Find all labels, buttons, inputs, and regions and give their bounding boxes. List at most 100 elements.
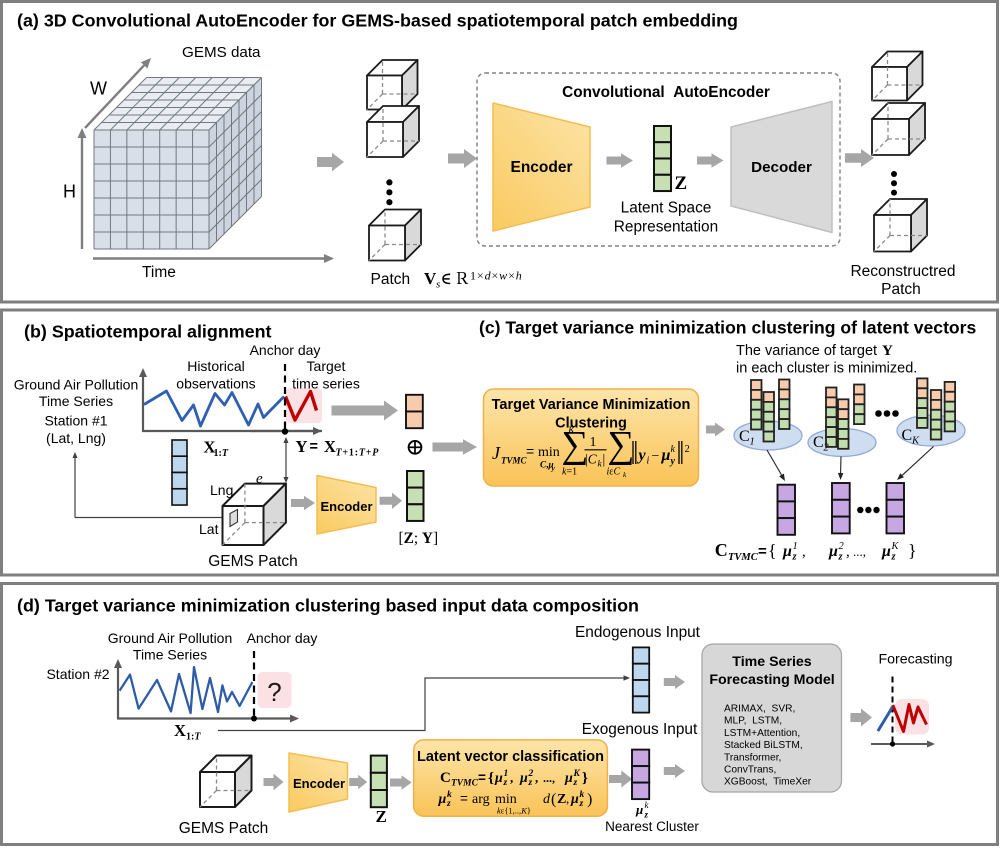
svg-text:μ: μ (661, 447, 671, 464)
svg-text:}: } (582, 771, 588, 787)
svg-text:K: K (911, 436, 920, 447)
svg-text:Station #1: Station #1 (44, 413, 107, 429)
svg-text:μ: μ (828, 543, 838, 560)
svg-text:Time Series: Time Series (732, 654, 812, 670)
svg-text:TVMC: TVMC (451, 779, 479, 789)
svg-text:}: } (908, 541, 917, 561)
svg-text:Time Series: Time Series (133, 647, 207, 663)
svg-text:μ: μ (570, 792, 579, 807)
svg-text:(Lat, Lng): (Lat, Lng) (46, 430, 106, 446)
svg-text:X: X (204, 438, 216, 457)
svg-text:Convolutional AutoEncoder: Convolutional AutoEncoder (562, 84, 770, 101)
svg-text:Lat: Lat (199, 521, 219, 537)
svg-text:Ground Air Pollution: Ground Air Pollution (14, 377, 139, 393)
svg-text:X: X (174, 721, 186, 740)
svg-text:1:T: 1:T (186, 732, 201, 743)
svg-text:Latent vector classification: Latent vector classification (417, 749, 604, 765)
svg-text:z: z (579, 799, 584, 809)
svg-text:,: , (510, 770, 513, 785)
svg-text:Time Series: Time Series (39, 393, 113, 409)
svg-text:Transformer,: Transformer, (724, 752, 781, 763)
svg-text:d: d (543, 792, 551, 807)
svg-text:,: , (846, 544, 850, 560)
svg-text:Z: Z (557, 792, 566, 807)
svg-text:iεC: iεC (607, 467, 621, 478)
svg-text:μ: μ (881, 543, 891, 560)
svg-text:z: z (503, 778, 508, 788)
svg-text:{: { (768, 541, 777, 561)
svg-text:i: i (647, 456, 650, 467)
svg-text:Encoder: Encoder (320, 499, 372, 514)
svg-text:μ: μ (635, 802, 643, 817)
svg-text:z: z (573, 778, 578, 788)
svg-text:,: , (566, 791, 569, 806)
svg-text:Nearest Cluster: Nearest Cluster (605, 819, 699, 834)
svg-text:z: z (644, 810, 649, 820)
svg-text:1: 1 (590, 435, 597, 450)
svg-text:μ: μ (519, 771, 528, 786)
svg-text:1: 1 (504, 769, 509, 779)
svg-text:MLP, LSTM,: MLP, LSTM, (724, 716, 782, 727)
svg-text:ConvTrans,: ConvTrans, (724, 765, 776, 776)
svg-text:=: = (526, 443, 534, 459)
svg-text:XGBoost, TimeXer: XGBoost, TimeXer (724, 777, 812, 788)
svg-text:1:T: 1:T (214, 448, 229, 459)
svg-text:Forecasting: Forecasting (878, 652, 952, 668)
svg-text:arg: arg (472, 792, 490, 807)
svg-text:K: K (573, 769, 581, 779)
svg-text:|: | (603, 452, 606, 467)
svg-text:(: ( (551, 791, 556, 808)
svg-text:Historical: Historical (187, 358, 245, 374)
svg-text:s: s (436, 279, 440, 291)
svg-text:=: = (460, 791, 468, 806)
svg-text:{: { (488, 771, 494, 787)
svg-text:(d) Target variance minimizati: (d) Target variance minimization cluster… (17, 596, 639, 616)
svg-text:J: J (492, 443, 501, 463)
svg-text:2: 2 (824, 443, 830, 454)
svg-text:C: C (902, 427, 913, 444)
svg-text:z: z (838, 552, 844, 563)
svg-text:...,: ..., (543, 771, 555, 785)
svg-text:z: z (446, 799, 451, 809)
svg-text:...,: ..., (853, 544, 866, 559)
svg-text:=: = (310, 439, 318, 455)
svg-text:k: k (598, 460, 603, 470)
svg-text:Target Variance Minimization: Target Variance Minimization (492, 397, 691, 413)
svg-text:K: K (891, 541, 900, 552)
svg-text:(a) 3D Convolutional AutoEncod: (a) 3D Convolutional AutoEncoder for GEM… (17, 11, 738, 31)
svg-text:Y: Y (882, 343, 893, 359)
svg-text:Representation: Representation (614, 219, 718, 236)
svg-text:μ: μ (494, 771, 503, 786)
svg-text:Target: Target (307, 358, 346, 374)
svg-text:Time: Time (142, 264, 176, 281)
svg-text:(c) Target variance minimizati: (c) Target variance minimization cluster… (479, 318, 977, 338)
svg-text:C: C (715, 540, 728, 560)
svg-text:Decoder: Decoder (751, 159, 812, 176)
svg-text:(b) Spatiotemporal alignment: (b) Spatiotemporal alignment (24, 322, 272, 342)
svg-text:1: 1 (750, 437, 755, 448)
svg-text:The variance of target: The variance of target (736, 343, 877, 359)
svg-text:GEMS Patch: GEMS Patch (208, 553, 298, 570)
svg-text:μ: μ (782, 543, 792, 560)
svg-text:C: C (739, 428, 750, 445)
svg-text:GEMS data: GEMS data (182, 44, 261, 61)
svg-text:min: min (495, 792, 517, 807)
svg-text:Z: Z (376, 807, 387, 826)
svg-text:z: z (528, 778, 533, 788)
svg-text:min: min (538, 445, 560, 460)
svg-text:k: k (447, 790, 452, 800)
svg-text:,: , (535, 770, 538, 785)
svg-text:C: C (813, 434, 824, 451)
svg-text:e: e (256, 471, 263, 487)
svg-text:y: y (670, 456, 676, 467)
svg-text:2: 2 (528, 769, 534, 779)
svg-text:1×d×w×h: 1×d×w×h (470, 269, 523, 283)
svg-text:kε{1,..,K}: kε{1,..,K} (497, 806, 531, 816)
svg-text:V: V (424, 269, 437, 288)
svg-text:z: z (891, 552, 897, 563)
svg-text:2: 2 (839, 541, 845, 552)
svg-text:1: 1 (793, 541, 798, 552)
svg-text:μ: μ (438, 792, 447, 807)
svg-text:Lng: Lng (210, 482, 233, 498)
svg-text:Reconstructred: Reconstructred (850, 263, 955, 280)
